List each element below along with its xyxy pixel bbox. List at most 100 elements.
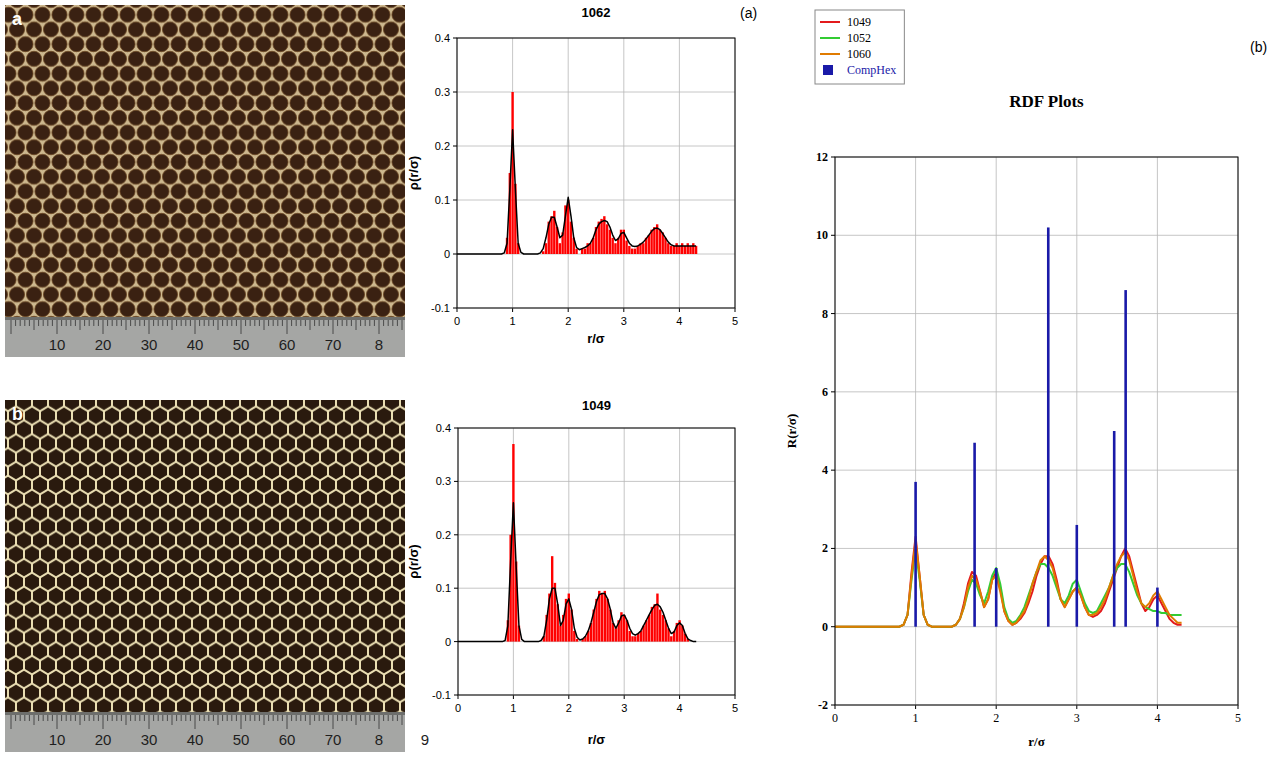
- ruler-tick: [291, 715, 292, 721]
- tick-mark: [453, 92, 457, 93]
- tick-label: -2: [818, 698, 828, 712]
- ruler-tick: [360, 715, 361, 721]
- legend-swatch: [820, 21, 840, 23]
- ruler-tick: [11, 320, 12, 334]
- tick-mark: [568, 695, 569, 699]
- ruler-label: 9: [421, 731, 429, 748]
- ruler-tick: [319, 715, 320, 721]
- ruler-tick: [287, 320, 288, 334]
- ruler-tick: [139, 320, 140, 326]
- ruler-tick: [126, 320, 127, 330]
- bar: [614, 243, 616, 254]
- ruler-tick: [43, 715, 44, 721]
- plot-area: [458, 428, 735, 695]
- ruler-tick: [116, 320, 117, 326]
- ruler-tick: [158, 715, 159, 721]
- ruler-tick: [103, 715, 104, 729]
- bar: [611, 238, 613, 254]
- ruler-label: 10: [49, 731, 66, 748]
- panel-label: (b): [1250, 39, 1267, 55]
- panel-letter: a: [12, 9, 23, 29]
- bar: [662, 615, 664, 642]
- ruler-tick: [388, 320, 389, 326]
- tick-mark: [831, 626, 835, 627]
- grid-line: [568, 38, 569, 308]
- bar: [648, 235, 650, 254]
- series-line: [457, 130, 696, 254]
- bar: [601, 594, 603, 642]
- ruler-tick: [259, 715, 260, 721]
- ruler-tick: [130, 320, 131, 326]
- bar: [551, 556, 553, 641]
- ruler-tick: [204, 320, 205, 326]
- ruler-tick: [93, 320, 94, 326]
- photo: 1020304050607089b: [5, 400, 429, 752]
- ruler-tick: [342, 715, 343, 721]
- tick-mark: [831, 391, 835, 392]
- ruler-tick: [15, 320, 16, 326]
- ruler-tick: [57, 715, 58, 729]
- ruler-label: 40: [187, 336, 204, 353]
- frame: [457, 38, 735, 308]
- tick-label: 0: [832, 711, 838, 725]
- ruler-tick: [282, 715, 283, 721]
- tick-label: 5: [732, 315, 738, 327]
- ruler-tick: [319, 320, 320, 326]
- tick-mark: [512, 308, 513, 312]
- grid-line: [512, 38, 513, 308]
- ruler-tick: [61, 320, 62, 326]
- ruler-tick: [38, 320, 39, 326]
- tick-mark: [454, 588, 458, 589]
- grid-line: [679, 428, 680, 695]
- ruler-tick: [190, 715, 191, 721]
- ruler-tick: [29, 715, 30, 721]
- ruler: [5, 317, 405, 357]
- bar: [670, 246, 672, 254]
- ruler-tick: [107, 715, 108, 721]
- chart-title: 1049: [582, 398, 611, 413]
- chart: 012345-0.100.10.20.30.41062r/σρ(r/σ): [406, 5, 738, 346]
- tick-mark: [513, 695, 514, 699]
- data: [458, 444, 696, 642]
- ruler-tick: [236, 715, 237, 721]
- ruler-tick: [213, 320, 214, 326]
- ruler: [5, 712, 405, 752]
- ruler-tick: [149, 715, 150, 729]
- panel-letter: b: [12, 404, 23, 424]
- bar: [550, 216, 552, 254]
- tick-label: 0: [455, 702, 461, 714]
- ruler-tick: [176, 320, 177, 326]
- tick-label: 4: [1154, 711, 1160, 725]
- grid-line: [835, 235, 1238, 236]
- ruler-label: 40: [187, 731, 204, 748]
- tick-label: 0.1: [436, 582, 451, 594]
- tick-label: 4: [677, 702, 683, 714]
- ruler-tick: [89, 715, 90, 721]
- ruler-tick: [250, 715, 251, 721]
- ruler-label: 10: [49, 336, 66, 353]
- ruler-tick: [310, 715, 311, 725]
- ruler-tick: [84, 715, 85, 721]
- ruler-tick: [392, 320, 393, 326]
- ruler-tick: [84, 320, 85, 326]
- bar: [1156, 588, 1159, 627]
- ruler-edge: [5, 317, 405, 320]
- ruler-tick: [52, 320, 53, 326]
- tick-label: 0: [445, 636, 451, 648]
- ruler-tick: [98, 320, 99, 326]
- ruler-tick: [264, 320, 265, 330]
- bar: [545, 243, 547, 254]
- tick-mark: [831, 548, 835, 549]
- bar: [576, 639, 578, 642]
- chart-title: 1062: [582, 5, 611, 20]
- ruler-tick: [282, 320, 283, 326]
- ruler-tick: [245, 320, 246, 326]
- tick-label: 10: [816, 228, 828, 242]
- ruler-tick: [181, 320, 182, 326]
- tick-label: 1: [913, 711, 919, 725]
- frame: [458, 428, 735, 695]
- tick-label: 5: [1235, 711, 1241, 725]
- ruler-tick: [126, 715, 127, 725]
- tick-mark: [568, 308, 569, 312]
- tick-label: 3: [1074, 711, 1080, 725]
